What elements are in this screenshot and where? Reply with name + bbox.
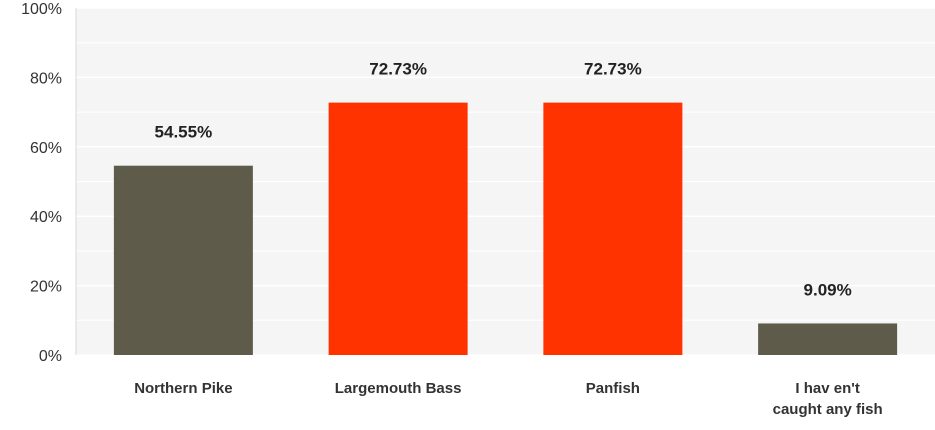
y-tick-label: 20%	[30, 279, 62, 296]
x-category-label: Panfish	[586, 380, 640, 397]
y-tick-label: 0%	[39, 348, 62, 365]
y-tick-label: 80%	[30, 70, 62, 87]
data-label: 54.55%	[155, 123, 213, 142]
x-category-label: Largemouth Bass	[335, 380, 462, 397]
x-category-label-line: caught any fish	[773, 401, 883, 418]
x-category-label-line: Panfish	[586, 380, 640, 397]
bars	[113, 102, 898, 356]
x-category-label-line: I hav en't	[795, 380, 859, 397]
data-label: 72.73%	[584, 60, 642, 79]
y-tick-label: 60%	[30, 140, 62, 157]
bar	[328, 102, 468, 356]
bar	[758, 323, 898, 355]
y-axis-tick-labels: 0% 20% 40% 60% 80% 100%	[21, 1, 62, 365]
data-label: 72.73%	[369, 60, 427, 79]
bar	[543, 102, 683, 356]
x-category-label-line: Largemouth Bass	[335, 380, 462, 397]
bar	[113, 165, 253, 355]
data-labels: 54.55% 72.73% 72.73% 9.09%	[155, 60, 852, 300]
data-label: 9.09%	[804, 280, 852, 299]
x-axis-category-labels: Northern Pike Largemouth Bass Panfish I hav…	[134, 380, 882, 418]
x-category-label: I hav en't caught any fish	[773, 380, 883, 418]
x-category-label: Northern Pike	[134, 380, 232, 397]
y-tick-label: 100%	[21, 1, 62, 18]
x-category-label-line: Northern Pike	[134, 380, 232, 397]
y-tick-label: 40%	[30, 209, 62, 226]
